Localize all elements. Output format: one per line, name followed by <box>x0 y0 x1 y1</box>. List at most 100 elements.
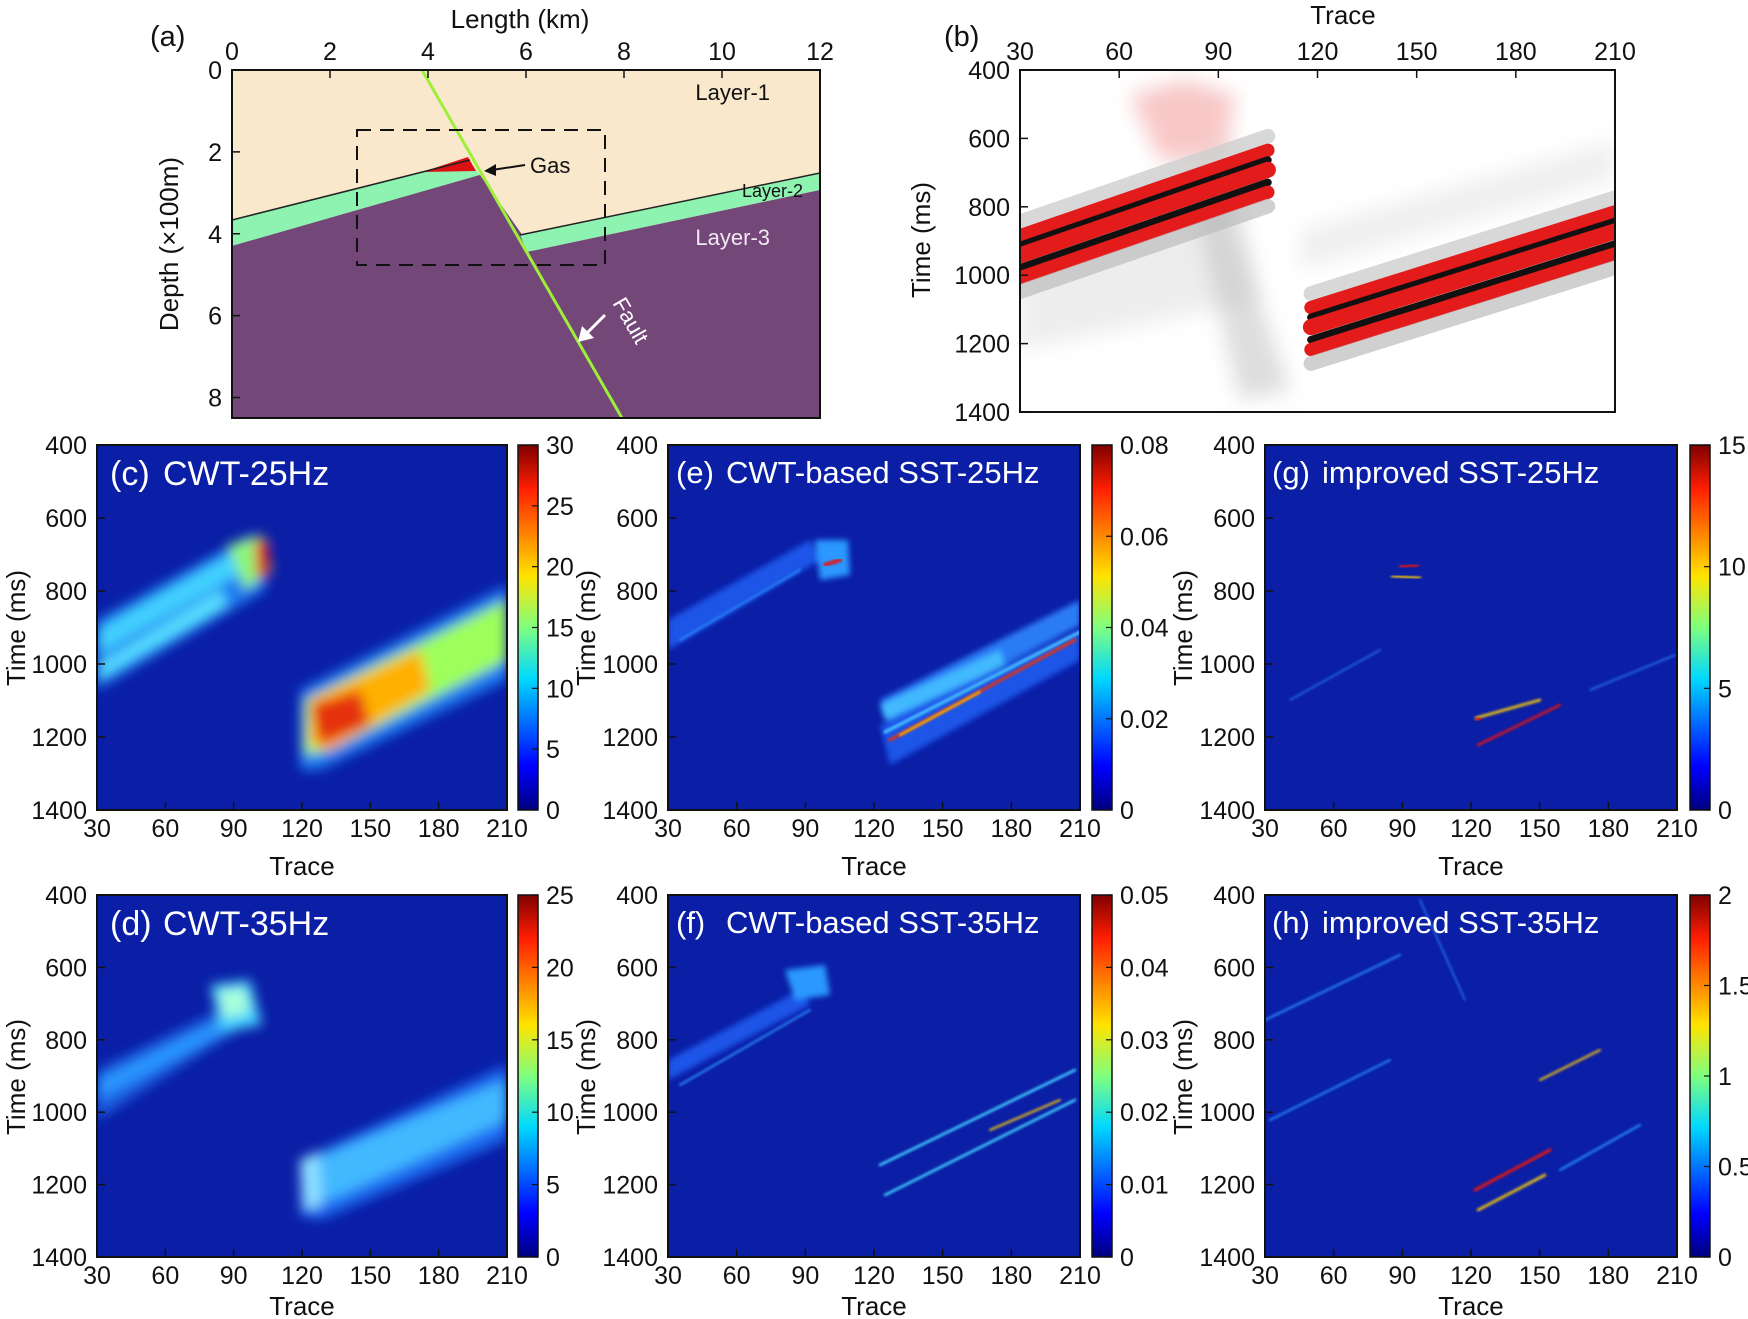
layer-3-label: Layer-3 <box>695 225 770 250</box>
y-tick-label: 1200 <box>1199 724 1255 752</box>
x-tick-label: 150 <box>1519 1262 1561 1290</box>
energy-streak <box>1473 1148 1552 1192</box>
panel-d-xlabel: Trace <box>269 1291 335 1319</box>
colorbar-tick-label: 15 <box>1718 432 1746 460</box>
colorbar-tick-label: 0 <box>1120 797 1134 825</box>
x-tick-label: 150 <box>922 1262 964 1290</box>
reflector-right-band <box>1303 260 1615 371</box>
energy-streak <box>1269 1059 1391 1121</box>
panel-f-background <box>668 895 1080 1257</box>
panel-c-label: (c) <box>110 455 150 493</box>
y-tick-label: 1000 <box>31 1099 87 1127</box>
colorbar-tick-label: 0.01 <box>1120 1172 1169 1200</box>
energy-streak <box>1474 716 1482 722</box>
x-tick-label: 8 <box>617 38 631 66</box>
x-tick-label: 60 <box>151 1262 179 1290</box>
x-tick-label: 210 <box>1059 1262 1101 1290</box>
x-tick-label: 120 <box>853 815 895 843</box>
panel-h-background <box>1265 895 1677 1257</box>
panel-h-ylabel: Time (ms) <box>1168 1019 1198 1135</box>
x-tick-label: 150 <box>922 815 964 843</box>
panel-e-title: CWT-based SST-25Hz <box>726 455 1040 490</box>
colorbar-tick-label: 25 <box>546 882 574 910</box>
x-tick-label: 30 <box>83 1262 111 1290</box>
y-tick-label: 600 <box>616 954 658 982</box>
x-tick-label: 150 <box>349 1262 391 1290</box>
panel-c-energy <box>97 535 507 770</box>
reflector-left-band <box>1020 198 1276 300</box>
layer-2-label: Layer-2 <box>742 181 803 201</box>
panel-a-ylabel: Depth (×100m) <box>154 157 184 331</box>
fault-line <box>420 70 624 418</box>
layer-1-label: Layer-1 <box>695 80 770 105</box>
y-tick-label: 800 <box>45 578 87 606</box>
panel-g-colorbar <box>1689 444 1711 811</box>
x-tick-label: 210 <box>1059 815 1101 843</box>
y-tick-label: 1200 <box>1199 1172 1255 1200</box>
panel-f-energy <box>668 965 830 1080</box>
x-tick-label: 10 <box>708 38 736 66</box>
y-tick-label: 1200 <box>954 331 1010 359</box>
panel-h-title: improved SST-35Hz <box>1322 905 1599 940</box>
reflector-right-band <box>1307 217 1615 322</box>
panel-g-ylabel: Time (ms) <box>1168 570 1198 686</box>
panel-f-title: CWT-based SST-35Hz <box>726 905 1040 940</box>
x-tick-label: 210 <box>486 815 528 843</box>
reflector-left-band <box>1020 156 1272 250</box>
colorbar-tick-label: 2 <box>1718 882 1732 910</box>
x-tick-label: 30 <box>1251 815 1279 843</box>
panel-f-ylabel: Time (ms) <box>571 1019 601 1135</box>
energy-streak <box>1289 649 1381 701</box>
energy-streak <box>899 691 981 736</box>
panel-d: (d) CWT-35Hz Trace Time (ms) 30 60 90 120 15… <box>1 882 574 1319</box>
colorbar-tick-label: 0.02 <box>1120 1099 1169 1127</box>
panel-e-label: (e) <box>676 455 714 490</box>
colorbar-tick-label: 0.06 <box>1120 523 1169 551</box>
colorbar-tick-label: 0.02 <box>1120 706 1169 734</box>
colorbar-tick-label: 0.04 <box>1120 615 1169 643</box>
x-tick-label: 180 <box>990 815 1032 843</box>
y-tick-label: 800 <box>616 578 658 606</box>
energy-streak <box>1398 563 1420 569</box>
x-tick-label: 90 <box>1388 1262 1416 1290</box>
panel-c: (c) CWT-25Hz Trace Time (ms) 30 60 90 120 15… <box>1 432 574 881</box>
x-tick-label: 120 <box>281 1262 323 1290</box>
x-tick-label: 180 <box>418 1262 460 1290</box>
panel-f: (f) CWT-based SST-35Hz Trace Time (ms) 3… <box>571 882 1169 1319</box>
energy-streak <box>679 569 801 641</box>
energy-streak <box>1474 698 1542 720</box>
energy-streak <box>1419 899 1466 1001</box>
reflector-left-band <box>1020 178 1272 272</box>
x-tick-label: 90 <box>220 815 248 843</box>
panel-b-xlabel: Trace <box>1310 0 1376 30</box>
energy-streak <box>1559 1124 1641 1171</box>
y-tick-label: 1000 <box>31 651 87 679</box>
y-tick-label: 1400 <box>31 797 87 825</box>
panel-g-background <box>1265 445 1677 810</box>
colorbar-tick-label: 0.03 <box>1120 1027 1169 1055</box>
y-tick-label: 1000 <box>602 1099 658 1127</box>
y-tick-label: 600 <box>616 505 658 533</box>
x-tick-label: 30 <box>654 815 682 843</box>
panel-d-energy <box>97 980 507 1220</box>
energy-streak <box>883 1098 1077 1197</box>
x-tick-label: 30 <box>1006 38 1034 66</box>
reflector-right-band <box>1304 205 1615 315</box>
panel-e-ylabel: Time (ms) <box>571 570 601 686</box>
colorbar-tick-label: 0.05 <box>1120 882 1169 910</box>
x-tick-label: 0 <box>225 38 239 66</box>
panel-e-background <box>668 445 1080 810</box>
y-tick-label: 1400 <box>31 1244 87 1272</box>
x-tick-label: 60 <box>1320 1262 1348 1290</box>
colorbar-tick-label: 30 <box>546 432 574 460</box>
panel-e-streaks <box>679 558 1080 742</box>
colorbar-tick-label: 5 <box>1718 675 1732 703</box>
x-tick-label: 150 <box>1396 38 1438 66</box>
x-tick-label: 180 <box>418 815 460 843</box>
energy-streak <box>1476 1173 1547 1212</box>
reflector-right-band <box>1302 223 1615 336</box>
y-tick-label: 4 <box>208 221 222 249</box>
x-tick-label: 90 <box>1388 815 1416 843</box>
panel-c-title: CWT-25Hz <box>163 455 329 493</box>
reflector-right-band <box>1303 190 1615 301</box>
